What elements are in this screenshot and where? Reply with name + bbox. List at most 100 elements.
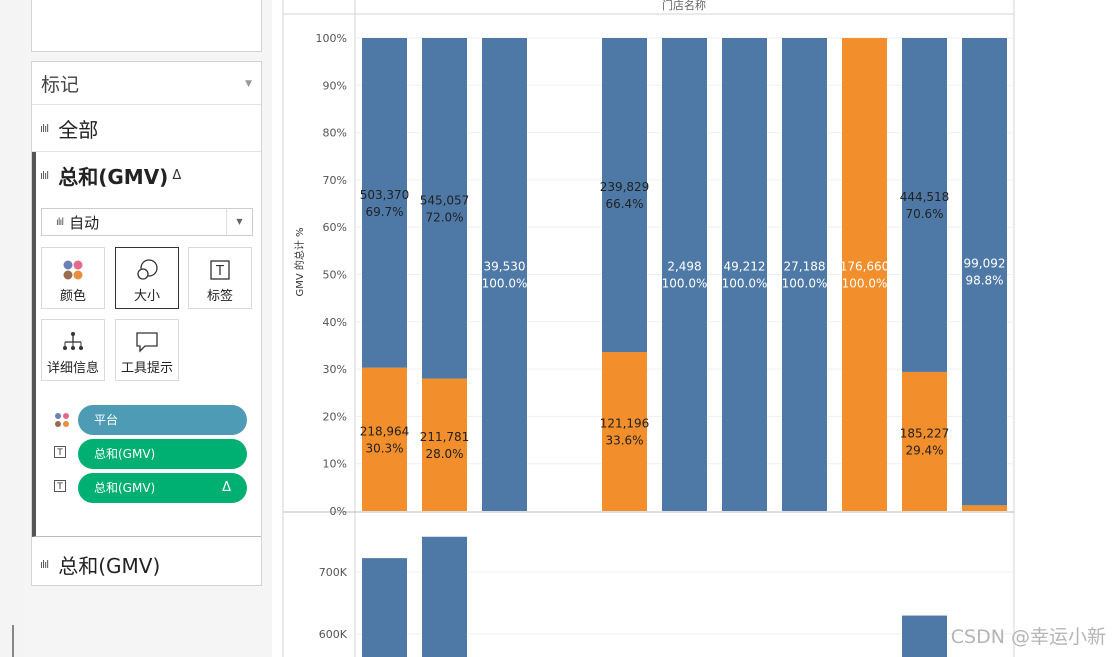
bar-segment-blue [902, 38, 947, 372]
data-label-pct: 66.4% [605, 197, 643, 211]
data-label-value: 218,964 [360, 424, 410, 438]
data-label-pct: 100.0% [662, 277, 708, 291]
color-dots-icon [54, 412, 70, 428]
y-tick-label: 600K [319, 628, 348, 641]
color-icon [42, 255, 104, 285]
bar-gmv [902, 615, 947, 657]
marks-card-header: 标记 ▼ [32, 62, 261, 105]
data-label-pct: 72.0% [425, 210, 463, 224]
size-icon [116, 255, 178, 285]
data-label-value: 239,829 [600, 180, 650, 194]
data-label-value: 176,660 [840, 260, 890, 274]
bar-segment-orange [362, 367, 407, 511]
tile-label: 工具提示 [120, 361, 173, 376]
scroll-handle[interactable] [12, 625, 14, 657]
data-label-pct: 28.0% [425, 447, 463, 461]
bar-chart-icon: ılıl [40, 169, 49, 182]
detail-icon [42, 327, 104, 357]
text-icon: T [54, 446, 70, 462]
column-header: 门店名称 [662, 0, 706, 12]
marks-layer-all[interactable]: ılıl 全部 [32, 105, 261, 152]
data-label-value: 211,781 [420, 430, 470, 444]
marks-title: 标记 [41, 73, 80, 96]
pill-label: 平台 [94, 413, 119, 427]
bar-segment-orange [902, 371, 947, 511]
size-button[interactable]: 大小 [115, 247, 179, 309]
bar-segment-blue [362, 38, 407, 368]
mark-type-value: 自动 [69, 213, 100, 232]
text-icon: T [54, 480, 70, 496]
tooltip-icon [116, 327, 178, 357]
data-label-pct: 29.4% [905, 443, 943, 457]
y-tick-label: 0% [330, 505, 347, 518]
y-tick-label: 60% [323, 221, 347, 234]
data-label-value: 503,370 [360, 188, 410, 202]
data-label-value: 545,057 [420, 193, 470, 207]
layer-label: 总和(GMV) [58, 553, 161, 578]
data-label-pct: 100.0% [842, 277, 888, 291]
chevron-down-icon[interactable]: ▼ [226, 209, 252, 235]
data-label-value: 49,212 [724, 260, 766, 274]
data-label-pct: 69.7% [365, 205, 403, 219]
data-label-value: 39,530 [484, 260, 526, 274]
chevron-down-icon[interactable]: ▼ [245, 79, 252, 89]
label-icon: T [189, 255, 251, 285]
watermark: CSDN @幸运小新 [950, 626, 1106, 648]
data-label-pct: 100.0% [722, 277, 768, 291]
delta-icon: Δ [172, 168, 182, 183]
detail-button[interactable]: 详细信息 [41, 319, 105, 381]
tile-label: 标签 [206, 289, 233, 304]
y-axis-title: GMV 的总计 % [293, 227, 306, 296]
data-label-pct: 100.0% [482, 277, 528, 291]
tile-label: 大小 [133, 289, 160, 304]
svg-text:T: T [215, 264, 224, 279]
marks-layer-gmv-delta[interactable]: ılıl 总和(GMV) Δ [36, 152, 261, 199]
bar-chart-icon: ılıl [56, 216, 64, 228]
bar-segment-orange [842, 38, 887, 511]
bar-segment-orange [602, 352, 647, 511]
data-label-pct: 98.8% [965, 274, 1003, 288]
data-label-pct: 100.0% [782, 277, 828, 291]
data-label-pct: 70.6% [905, 207, 943, 221]
tooltip-button[interactable]: 工具提示 [115, 319, 179, 381]
color-button[interactable]: 颜色 [41, 247, 105, 309]
pill-label: 总和(GMV) [94, 447, 156, 461]
left-toolbar-strip [0, 0, 26, 657]
delta-icon: Δ [222, 480, 231, 495]
y-tick-label: 700K [319, 566, 348, 579]
data-label-value: 185,227 [900, 426, 950, 440]
bar-segment-blue [662, 38, 707, 511]
filters-card [31, 0, 262, 52]
pill-platform[interactable]: 平台 [78, 405, 247, 435]
bar-chart-icon: ılıl [40, 121, 49, 135]
y-tick-label: 100% [316, 32, 347, 45]
layer-label: 总和(GMV) [58, 165, 169, 189]
bar-gmv [422, 536, 467, 657]
layer-label: 全部 [58, 117, 99, 142]
bar-segment-blue [602, 38, 647, 353]
y-tick-label: 80% [323, 127, 347, 140]
bar-segment-orange [422, 378, 467, 511]
y-tick-label: 20% [323, 410, 347, 423]
y-tick-label: 50% [323, 269, 347, 282]
y-tick-label: 10% [323, 458, 347, 471]
data-label-pct: 30.3% [365, 441, 403, 455]
tile-label: 颜色 [59, 289, 86, 304]
marks-card: 标记 ▼ ılıl 全部 ılıl 总和(GMV) Δ ılıl 自动 ▼ 颜色 [31, 61, 262, 586]
label-button[interactable]: T 标签 [188, 247, 252, 309]
pill-gmv-sum-delta[interactable]: 总和(GMV) Δ [78, 473, 247, 503]
bar-segment-orange [962, 505, 1007, 511]
bar-gmv [362, 558, 407, 657]
data-label-value: 2,498 [667, 260, 701, 274]
mark-type-dropdown[interactable]: ılıl 自动 ▼ [41, 208, 253, 236]
y-tick-label: 30% [323, 363, 347, 376]
bar-segment-blue [782, 38, 827, 511]
data-label-pct: 33.6% [605, 434, 643, 448]
bar-segment-blue [422, 38, 467, 379]
chart-view: 门店名称 0% 10% 20% 30% 40% 50% 60% 70% 80% 90% 100% GMV… [272, 0, 1112, 657]
marks-layer-gmv[interactable]: ılıl 总和(GMV) [32, 542, 261, 586]
data-label-value: 99,092 [964, 257, 1006, 271]
data-label-value: 444,518 [900, 190, 950, 204]
bar-segment-blue [482, 38, 527, 511]
pill-gmv-sum[interactable]: 总和(GMV) [78, 439, 247, 469]
